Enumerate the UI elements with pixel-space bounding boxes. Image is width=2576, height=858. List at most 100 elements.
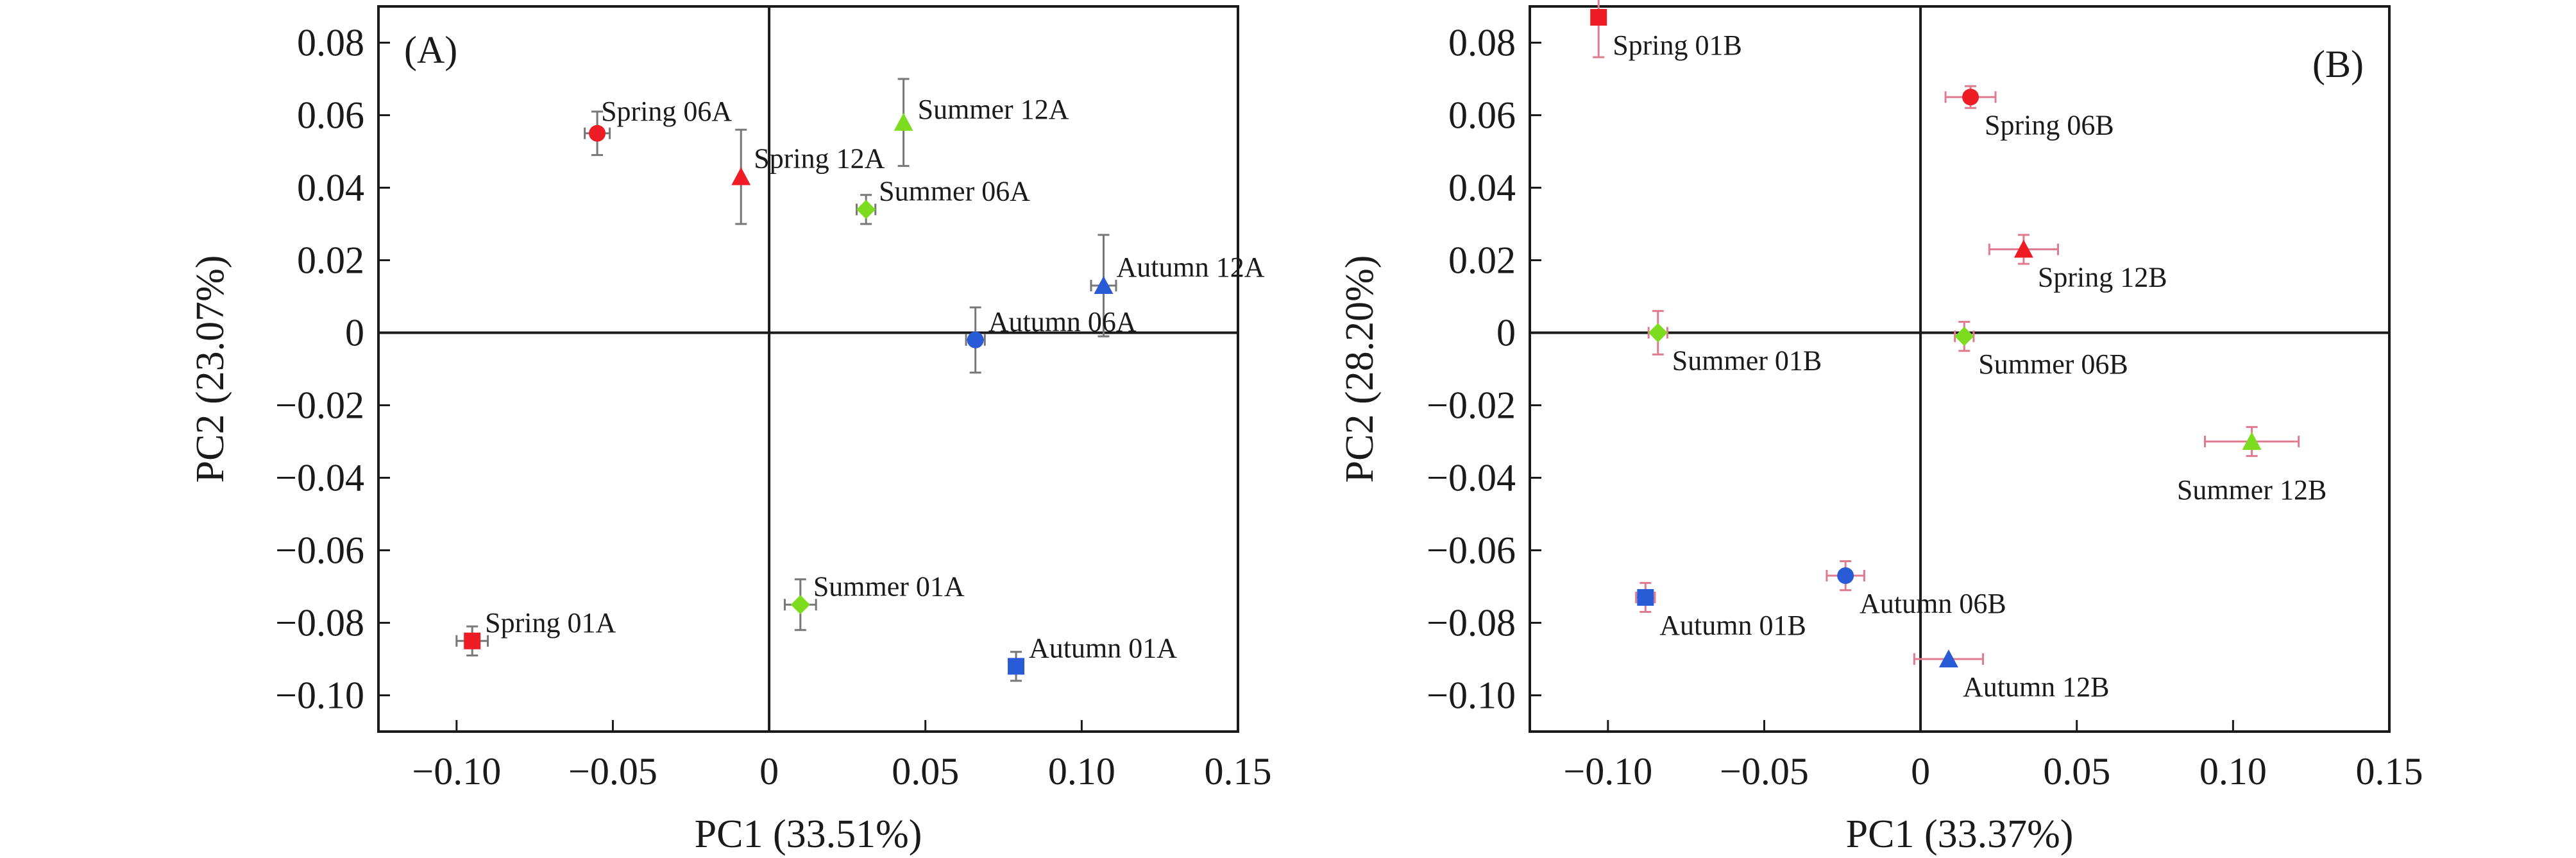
panel-a-y-ticks: 0.08 0.06 0.04 0.02 0 −0.02 −0.04 −0.06 −0.08 −0.… <box>275 22 390 717</box>
point-label: Summer 01B <box>1672 345 1822 377</box>
point-summer-01b: Summer 01B <box>1647 310 1822 377</box>
circle-marker <box>589 124 606 142</box>
triangle-marker <box>2013 239 2033 258</box>
point-label: Summer 12A <box>918 94 1069 125</box>
point-label: Autumn 06A <box>988 306 1137 338</box>
x-tick-label: 0.10 <box>1048 750 1115 793</box>
panel-a: −0.10 −0.05 0 0.05 0.10 0.15 0.08 0.06 0.04 0.02… <box>189 5 1272 856</box>
diamond-marker <box>1648 323 1668 343</box>
point-spring-06a: Spring 06A <box>584 96 732 157</box>
x-tick-label: 0.05 <box>2043 750 2110 793</box>
panel-b-points: Spring 01B Spring 06B Spring 12B Summer 01B… <box>1590 0 2326 703</box>
circle-marker <box>1837 567 1854 585</box>
panel-a-frame <box>377 5 1239 733</box>
point-spring-01b: Spring 01B <box>1590 0 1742 61</box>
point-summer-06a: Summer 06A <box>856 175 1030 225</box>
panel-b-y-ticks: 0.08 0.06 0.04 0.02 0 −0.02 −0.04 −0.06 −0.08 −0.… <box>1427 22 1541 717</box>
point-autumn-01a: Autumn 01A <box>1008 632 1177 682</box>
y-tick-label: 0.08 <box>1448 22 1516 64</box>
y-tick-label: 0.04 <box>297 167 364 209</box>
triangle-marker <box>2242 432 2262 450</box>
panel-a-y-axis-label: PC2 (23.07%) <box>189 255 232 483</box>
point-label: Summer 06A <box>879 175 1030 207</box>
y-tick-label: 0.02 <box>1448 239 1516 282</box>
y-tick-label: 0.04 <box>1448 167 1516 209</box>
diamond-marker <box>790 595 810 615</box>
panel-b-frame <box>1529 5 2391 733</box>
x-tick-label: −0.10 <box>1563 750 1652 793</box>
point-autumn-06a: Autumn 06A <box>965 306 1137 374</box>
point-spring-06b: Spring 06B <box>1944 85 2114 141</box>
point-autumn-12a: Autumn 12A <box>1090 234 1265 338</box>
panel-a-zero-lines <box>378 6 1238 732</box>
point-label: Spring 01B <box>1613 30 1742 61</box>
panel-b: −0.10 −0.05 0 0.05 0.10 0.15 0.08 0.06 0.04 0.02… <box>1338 0 2423 856</box>
diamond-marker <box>1954 327 1974 347</box>
point-summer-12b: Summer 12B <box>2177 425 2326 506</box>
y-tick-label: −0.08 <box>275 602 364 644</box>
panel-a-x-ticks: −0.10 −0.05 0 0.05 0.10 0.15 <box>412 720 1272 793</box>
point-label: Summer 06B <box>1978 348 2128 380</box>
point-label: Autumn 12B <box>1963 671 2110 703</box>
point-label: Spring 06B <box>1985 109 2114 141</box>
x-tick-label: 0 <box>1911 750 1930 793</box>
y-tick-label: 0.08 <box>297 22 364 64</box>
y-tick-label: 0 <box>1496 312 1516 354</box>
x-tick-label: 0.15 <box>2356 750 2423 793</box>
panel-b-x-ticks: −0.10 −0.05 0 0.05 0.10 0.15 <box>1563 720 2423 793</box>
y-tick-label: 0 <box>345 312 364 354</box>
triangle-marker <box>1094 276 1114 295</box>
point-spring-12a: Spring 12A <box>731 128 885 225</box>
y-tick-label: −0.06 <box>1427 529 1516 572</box>
x-tick-label: −0.05 <box>1720 750 1809 793</box>
y-tick-label: −0.02 <box>1427 384 1516 427</box>
panel-b-label: (B) <box>2312 43 2364 85</box>
triangle-marker <box>894 112 913 131</box>
y-tick-label: 0.02 <box>297 239 364 282</box>
y-tick-label: −0.04 <box>1427 457 1516 499</box>
square-marker <box>1590 8 1607 26</box>
square-marker <box>1008 658 1025 675</box>
point-autumn-01b: Autumn 01B <box>1635 581 1806 641</box>
panel-a-points: Spring 06A Spring 12A Summer 12A Summer 06A… <box>455 78 1265 682</box>
point-label: Summer 01A <box>813 571 965 602</box>
point-autumn-12b: Autumn 12B <box>1913 649 2110 703</box>
x-tick-label: −0.05 <box>568 750 657 793</box>
triangle-marker <box>1938 649 1958 667</box>
point-summer-01a: Summer 01A <box>783 571 965 631</box>
panel-b-y-axis-label: PC2 (28.20%) <box>1338 255 1382 483</box>
panel-b-zero-lines <box>1530 6 2389 732</box>
y-tick-label: −0.02 <box>275 384 364 427</box>
point-spring-12b: Spring 12B <box>1988 234 2167 293</box>
point-label: Spring 12A <box>754 143 885 175</box>
point-label: Autumn 12A <box>1116 252 1264 283</box>
y-tick-label: −0.08 <box>1427 602 1516 644</box>
point-label: Autumn 01A <box>1029 632 1177 664</box>
y-tick-label: −0.06 <box>275 529 364 572</box>
point-label: Spring 01A <box>485 607 616 639</box>
panel-a-label: (A) <box>404 29 457 71</box>
point-label: Autumn 06B <box>1860 588 2006 619</box>
x-tick-label: 0.15 <box>1205 750 1272 793</box>
x-tick-label: 0.10 <box>2199 750 2267 793</box>
y-tick-label: −0.04 <box>275 457 364 499</box>
point-label: Summer 12B <box>2177 474 2326 506</box>
point-label: Spring 12B <box>2038 262 2167 293</box>
y-tick-label: 0.06 <box>297 94 364 137</box>
point-summer-06b: Summer 06B <box>1954 321 2128 380</box>
point-label: Autumn 01B <box>1659 610 1806 641</box>
y-tick-label: −0.10 <box>1427 674 1516 717</box>
point-spring-01a: Spring 01A <box>455 607 616 656</box>
y-tick-label: 0.06 <box>1448 94 1516 137</box>
square-marker <box>1637 588 1654 606</box>
point-autumn-06b: Autumn 06B <box>1826 560 2006 619</box>
x-tick-label: 0 <box>759 750 779 793</box>
point-summer-12a: Summer 12A <box>894 78 1069 167</box>
y-tick-label: −0.10 <box>275 674 364 717</box>
circle-marker <box>967 331 984 348</box>
circle-marker <box>1962 89 1979 106</box>
triangle-marker <box>731 167 751 185</box>
panel-b-x-axis-label: PC1 (33.37%) <box>1846 812 2074 856</box>
panel-a-x-axis-label: PC1 (33.51%) <box>695 812 922 856</box>
